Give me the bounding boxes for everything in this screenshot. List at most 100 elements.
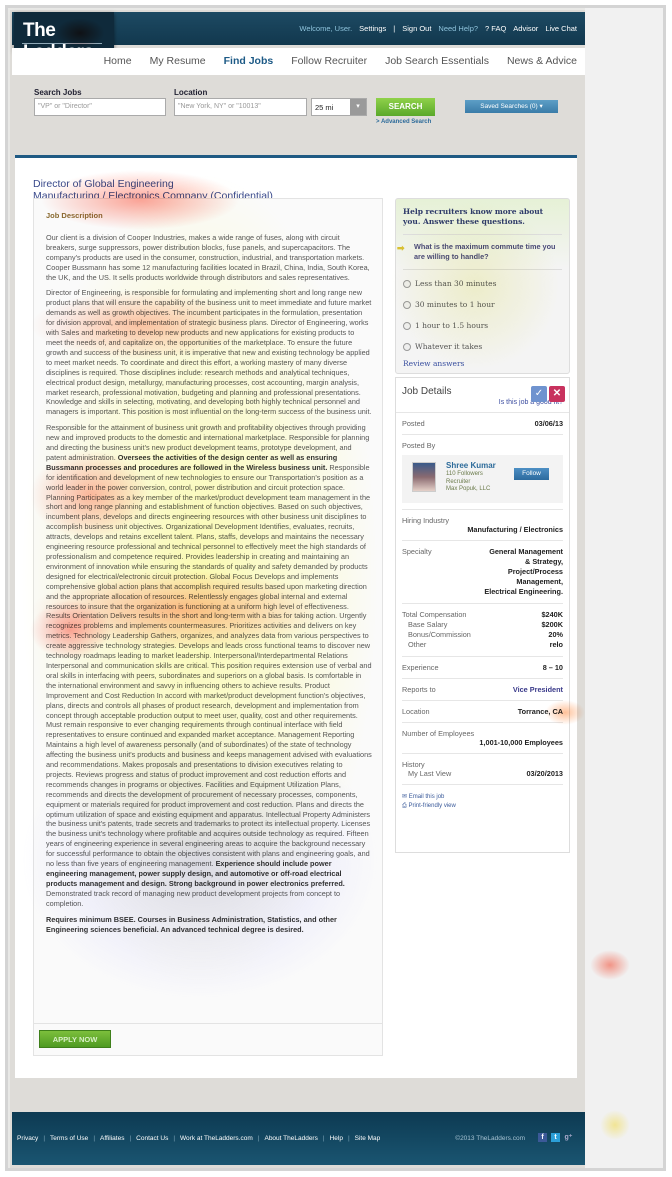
answer-options: Less than 30 minutes 30 minutes to 1 hour…	[403, 273, 562, 357]
separator: |	[93, 1135, 96, 1142]
compensation-value: $200K	[541, 620, 563, 629]
job-details: Job Details ✓ ✕ Is this job a good fit? …	[395, 377, 570, 853]
footer-link[interactable]: Contact Us	[136, 1135, 169, 1142]
nav-item[interactable]: News & Advice	[506, 55, 577, 67]
experience-row: Experience 8 – 10	[402, 657, 563, 679]
radio-button[interactable]	[403, 300, 411, 309]
description-text: Demonstrated track record of managing ne…	[46, 888, 341, 908]
nav-item[interactable]: Job Search Essentials	[385, 55, 489, 67]
nav-item[interactable]: Follow Recruiter	[291, 55, 368, 67]
footer: Privacy | Terms of Use | Affiliates | Contact …	[12, 1112, 585, 1165]
option-label: Less than 30 minutes	[415, 279, 497, 288]
job-actions: ✉ Email this job ⎙ Print-friendly view	[396, 785, 569, 818]
recruiter-company: Max Popuk, LLC	[446, 486, 491, 492]
compensation-item: Bonus/Commission 20%	[402, 630, 563, 640]
radius-value: 25 mi	[315, 103, 334, 112]
radio-button[interactable]	[403, 321, 411, 330]
saved-searches-button[interactable]: Saved Searches (0) ▾	[465, 100, 558, 113]
reports-label: Reports to	[402, 685, 436, 694]
print-link[interactable]: ⎙ Print-friendly view	[402, 802, 563, 811]
search-jobs-input[interactable]: "VP" or "Director"	[34, 98, 166, 116]
top-link[interactable]: Advisor	[513, 24, 539, 33]
experience-value: 8 – 10	[542, 663, 563, 672]
questions-heading: Help recruiters know more about you. Ans…	[403, 207, 562, 235]
recruiter-role: Recruiter	[446, 478, 471, 485]
answer-option[interactable]: Less than 30 minutes	[403, 273, 562, 294]
top-link[interactable]: ? FAQ	[485, 24, 507, 33]
check-icon[interactable]: ✓	[531, 386, 547, 402]
recruiter-questions: Help recruiters know more about you. Ans…	[395, 198, 570, 374]
location-value: Torrance, CA	[517, 707, 563, 716]
footer-link[interactable]: Terms of Use	[50, 1135, 89, 1142]
footer-link[interactable]: Help	[329, 1135, 343, 1142]
twitter-icon[interactable]: t	[551, 1133, 560, 1142]
advanced-search-link[interactable]: > Advanced Search	[376, 119, 432, 125]
top-link[interactable]: Need Help?	[438, 24, 479, 33]
review-answers-link[interactable]: Review answers	[403, 359, 465, 368]
answer-option[interactable]: 1 hour to 1.5 hours	[403, 315, 562, 336]
history-label: History	[402, 760, 425, 769]
last-view-value: 03/20/2013	[526, 769, 563, 778]
nav-item[interactable]: Home	[103, 55, 132, 67]
answer-option[interactable]: 30 minutes to 1 hour	[403, 294, 562, 315]
specialty-label: Specialty	[402, 547, 432, 556]
answer-option[interactable]: Whatever it takes	[403, 336, 562, 357]
radio-button[interactable]	[403, 279, 411, 288]
radius-select[interactable]: 25 mi ▾	[311, 98, 367, 116]
nav-item[interactable]: Find Jobs	[223, 55, 274, 67]
footer-link[interactable]: Privacy	[17, 1135, 39, 1142]
facebook-icon[interactable]: f	[538, 1133, 547, 1142]
posted-row: Posted 03/06/13	[402, 413, 563, 435]
compensation-value: 20%	[548, 630, 563, 639]
close-icon[interactable]: ✕	[549, 386, 565, 402]
history-row: History My Last View 03/20/2013	[402, 754, 563, 785]
footer-links: Privacy | Terms of Use | Affiliates | Contact …	[17, 1135, 380, 1142]
separator: |	[129, 1135, 132, 1142]
footer-link[interactable]: About TheLadders	[264, 1135, 318, 1142]
employees-value: 1,001-10,000 Employees	[479, 738, 563, 747]
follow-button[interactable]: Follow	[514, 468, 549, 480]
specialty-row: Specialty General Management & Strategy, …	[402, 541, 563, 604]
compensation-value: $240K	[541, 610, 563, 619]
footer-link[interactable]: Site Map	[354, 1135, 381, 1142]
google-plus-icon[interactable]: g⁺	[564, 1134, 573, 1141]
top-link[interactable]: Welcome, User.	[299, 24, 353, 33]
top-link[interactable]: Settings	[359, 24, 387, 33]
recruiter-name[interactable]: Shree Kumar	[446, 461, 496, 470]
radio-button[interactable]	[403, 342, 411, 351]
description-paragraph: Our client is a division of Cooper Indus…	[46, 233, 372, 283]
location-row: Location Torrance, CA	[402, 701, 563, 723]
experience-label: Experience	[402, 663, 439, 672]
option-label: 30 minutes to 1 hour	[415, 300, 495, 309]
location-input[interactable]: "New York, NY" or "10013"	[174, 98, 307, 116]
nav-item[interactable]: My Resume	[149, 55, 206, 67]
compensation-value: relo	[549, 640, 563, 649]
envelope-icon: ✉	[402, 794, 409, 800]
posted-label: Posted	[402, 419, 425, 428]
apply-now-button[interactable]: APPLY NOW	[39, 1030, 111, 1048]
fit-question: Is this job a good fit?	[396, 397, 569, 413]
last-view-label: My Last View	[408, 769, 452, 778]
footer-link[interactable]: Affiliates	[100, 1135, 125, 1142]
logo[interactable]: The Ladders.	[14, 12, 114, 63]
description-text: Our client is a division of Cooper Indus…	[46, 232, 370, 282]
compensation-label: Other	[408, 640, 427, 649]
specialty-value: General Management & Strategy, Project/P…	[484, 547, 563, 596]
question-text: ➡ What is the maximum commute time you ar…	[397, 235, 562, 270]
search-button[interactable]: SEARCH	[376, 98, 435, 116]
description-text: Oversees the activities of the design ce…	[46, 452, 338, 472]
top-link[interactable]: Sign Out	[402, 24, 432, 33]
details-title: Job Details	[402, 386, 452, 397]
search-jobs-label: Search Jobs	[34, 88, 82, 97]
email-job-link[interactable]: ✉ Email this job	[402, 793, 563, 802]
job-panel: Director of Global Engineering Manufactu…	[15, 158, 577, 1078]
description-text: Experience should include power engineer…	[46, 859, 345, 888]
separator: |	[257, 1135, 260, 1142]
copyright: ©2013 TheLadders.com	[455, 1135, 525, 1142]
avatar[interactable]	[412, 462, 436, 492]
footer-link[interactable]: Work at TheLadders.com	[180, 1135, 253, 1142]
posted-value: 03/06/13	[534, 419, 563, 428]
follower-count: 110 Followers	[446, 471, 483, 477]
top-link[interactable]: Live Chat	[545, 24, 577, 33]
compensation-item: Total Compensation $240K	[402, 610, 563, 620]
